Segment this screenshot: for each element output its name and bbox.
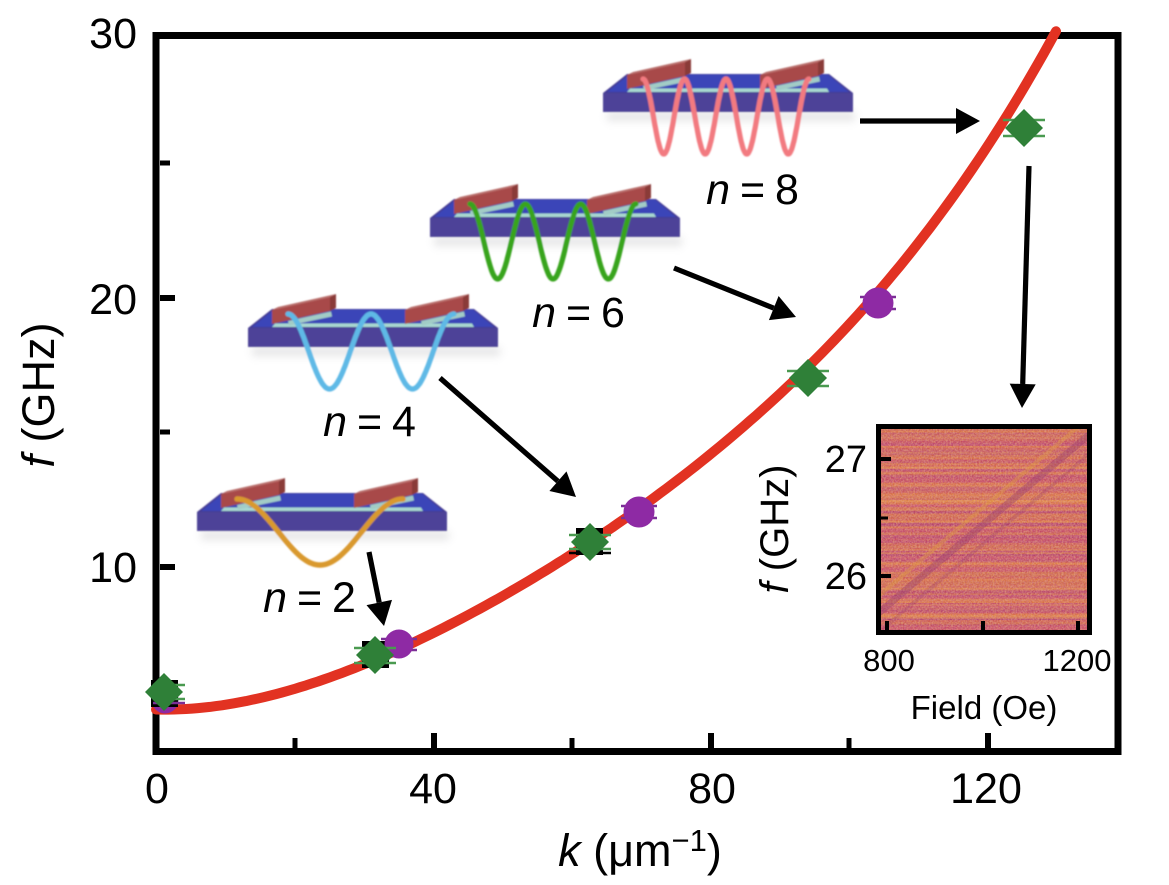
svg-text:30: 30 bbox=[89, 10, 137, 58]
svg-text:26: 26 bbox=[825, 556, 867, 598]
svg-text:1200: 1200 bbox=[1043, 643, 1112, 678]
svg-text:800: 800 bbox=[863, 643, 915, 678]
svg-text:20: 20 bbox=[89, 276, 137, 324]
svg-text:10: 10 bbox=[89, 544, 137, 592]
svg-text:0: 0 bbox=[145, 765, 169, 813]
svg-text:n = 8: n = 8 bbox=[706, 166, 798, 214]
svg-text:27: 27 bbox=[825, 439, 867, 481]
svg-text:80: 80 bbox=[688, 765, 736, 813]
svg-text:k (μm−1): k (μm−1) bbox=[558, 823, 722, 876]
svg-text:Field (Oe): Field (Oe) bbox=[911, 689, 1058, 726]
svg-text:f (GHz): f (GHz) bbox=[13, 323, 64, 468]
svg-text:120: 120 bbox=[950, 765, 1022, 813]
svg-text:f (GHz): f (GHz) bbox=[753, 465, 797, 594]
svg-text:n = 6: n = 6 bbox=[532, 289, 624, 337]
svg-text:n = 4: n = 4 bbox=[323, 398, 415, 446]
svg-text:n = 2: n = 2 bbox=[263, 574, 355, 622]
svg-text:40: 40 bbox=[409, 765, 457, 813]
